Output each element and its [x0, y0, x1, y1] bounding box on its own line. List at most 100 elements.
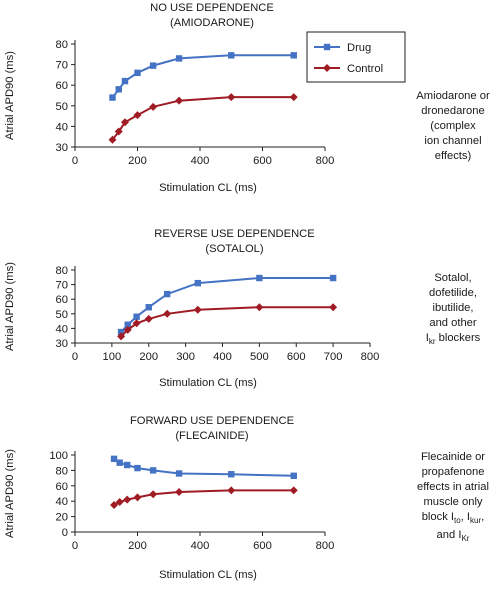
- data-point-drug: [256, 274, 263, 282]
- y-tick-label: 50: [56, 101, 68, 113]
- y-tick-label: 100: [49, 450, 68, 462]
- note-line: Ikr blockers: [403, 331, 503, 349]
- y-tick-label: 60: [56, 294, 68, 306]
- y-axis-label: Atrial APD90 (ms): [4, 51, 16, 140]
- data-point-drug: [145, 304, 152, 311]
- series-line-control: [111, 96, 294, 141]
- legend-box: [306, 31, 406, 83]
- y-tick-label: 70: [56, 280, 68, 292]
- note-sotalol: Sotalol, dofetilide, ibutilide, and othe…: [403, 271, 503, 349]
- series-line-drug: [113, 458, 294, 477]
- chart-subtitle: (FLECAINIDE): [175, 430, 249, 442]
- data-point-control: [149, 490, 158, 499]
- data-point-control: [227, 486, 236, 495]
- data-point-control: [193, 305, 202, 314]
- data-point-control: [255, 303, 264, 312]
- legend-label: Control: [347, 63, 383, 75]
- y-tick-label: 20: [56, 512, 68, 524]
- note-line: block Ito, Ikur,: [403, 510, 503, 528]
- x-tick-label: 100: [103, 351, 122, 363]
- data-point-control: [110, 501, 119, 510]
- data-point-drug: [116, 459, 123, 466]
- data-point-drug: [163, 290, 171, 298]
- data-point-control: [133, 493, 142, 502]
- chart-title: NO USE DEPENDENCE: [150, 2, 274, 14]
- note-line: ion channel: [424, 135, 482, 147]
- ikr-subscript: kr: [428, 337, 436, 347]
- chart-panel-2: [71, 266, 371, 347]
- x-axis-label: Stimulation CL (ms): [159, 377, 257, 389]
- data-point-control: [329, 303, 338, 312]
- chart-panel-1: Drug Control: [71, 31, 406, 151]
- data-point-drug: [123, 461, 131, 469]
- y-tick-label: 80: [56, 265, 68, 277]
- x-tick-label: 0: [72, 540, 78, 552]
- data-point-control: [163, 309, 172, 318]
- ito-subscript: to: [454, 516, 461, 526]
- x-tick-label: 600: [253, 540, 272, 552]
- series-line-drug: [111, 54, 294, 99]
- x-tick-label: 400: [191, 540, 210, 552]
- data-point-control: [117, 332, 126, 341]
- data-point-control: [108, 135, 117, 144]
- legend: Drug Control: [306, 31, 406, 83]
- data-point-drug: [175, 55, 183, 62]
- data-point-control: [123, 325, 132, 334]
- data-point-drug: [134, 464, 141, 472]
- x-tick-label: 200: [128, 540, 147, 552]
- y-tick-label: 30: [56, 338, 68, 350]
- x-tick-label: 600: [287, 351, 306, 363]
- ikr-tail: blockers: [435, 332, 481, 344]
- data-point-control: [289, 486, 298, 495]
- data-point-drug: [109, 94, 116, 101]
- y-tick-label: 60: [56, 80, 68, 92]
- note-line: Flecainide or: [420, 451, 486, 463]
- data-point-control: [132, 319, 141, 328]
- legend-marker: [323, 43, 331, 51]
- series-line-drug: [120, 277, 334, 333]
- data-point-control: [149, 102, 158, 111]
- x-tick-label: 800: [316, 540, 335, 552]
- series-line-control: [120, 306, 334, 338]
- data-point-drug: [110, 455, 118, 463]
- x-tick-label: 400: [213, 351, 232, 363]
- x-tick-label: 300: [176, 351, 195, 363]
- y-tick-label: 80: [56, 465, 68, 477]
- y-tick-label: 0: [62, 527, 68, 539]
- x-tick-label: 0: [72, 155, 78, 167]
- note-line: Sotalol,: [434, 272, 472, 284]
- data-point-drug: [149, 467, 157, 474]
- data-point-control: [227, 93, 236, 102]
- data-point-control: [114, 127, 123, 136]
- data-point-drug: [117, 328, 125, 336]
- data-point-control: [175, 487, 184, 496]
- legend-marker: [323, 64, 331, 72]
- data-point-drug: [290, 52, 297, 59]
- x-tick-label: 500: [250, 351, 269, 363]
- note-line: ibutilide,: [432, 302, 474, 314]
- y-tick-label: 70: [56, 60, 68, 72]
- x-tick-label: 800: [316, 155, 335, 167]
- note-line: and other: [429, 317, 477, 329]
- note-line: effects): [434, 150, 472, 162]
- chart-title: FORWARD USE DEPENDENCE: [130, 415, 294, 427]
- x-axis-label: Stimulation CL (ms): [159, 182, 257, 194]
- x-tick-label: 200: [139, 351, 158, 363]
- ikr-prefix: and I: [436, 529, 462, 542]
- y-tick-label: 40: [56, 323, 68, 335]
- note-line: propafenone: [421, 466, 485, 478]
- chart-subtitle: (AMIODARONE): [170, 17, 254, 29]
- x-tick-label: 200: [128, 155, 147, 167]
- note-line: dronedarone: [421, 105, 485, 117]
- note-line: effects in atrial: [417, 481, 489, 493]
- note-flecainide: Flecainide or propafenone effects in atr…: [403, 450, 503, 546]
- x-tick-label: 700: [324, 351, 343, 363]
- chart-title: REVERSE USE DEPENDENCE: [154, 228, 314, 240]
- note-line: Amiodarone or: [416, 90, 490, 102]
- data-point-control: [144, 314, 153, 323]
- data-point-control: [133, 111, 142, 120]
- data-point-control: [115, 497, 124, 506]
- y-tick-label: 80: [56, 39, 68, 51]
- x-tick-label: 800: [361, 351, 380, 363]
- y-tick-label: 40: [56, 121, 68, 133]
